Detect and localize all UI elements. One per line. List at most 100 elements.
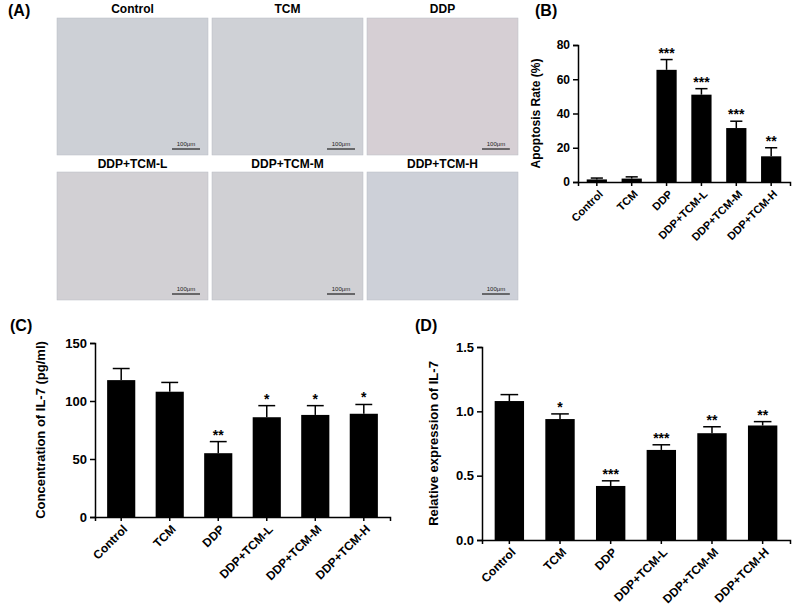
x-tick-label: DDP+TCM-H [313,522,373,582]
significance: *** [658,45,675,61]
image-tile [212,18,363,155]
x-tick-mark [596,182,598,186]
y-tick-label: 1.0 [456,404,474,419]
bar [545,419,574,540]
scale-bar [327,148,355,149]
x-tick: TCM [541,540,569,573]
x-tick-label: DDP+TCM-H [712,545,772,605]
y-axis-title: Concentration of IL-7 (pg/ml) [33,341,48,519]
bar [156,392,184,517]
y-tick: 0.0 [456,533,482,548]
significance: * [313,391,319,407]
x-tick: DDP [650,182,675,213]
micrograph: 100μm [57,18,208,155]
plot-area [495,395,778,540]
micrograph: 100μm [367,18,518,155]
image-tile [212,172,363,300]
y-tick-label: 0 [563,175,570,189]
micrograph: 100μm [212,172,363,300]
bar [350,414,378,517]
bar [748,425,777,540]
scale-bar-label: 100μm [177,141,195,147]
x-tick-label: TCM [614,188,639,213]
x-tick-mark [610,540,612,544]
error-bar-cap [626,176,638,178]
y-axis-title: Apoptosis Rate (%) [529,58,543,168]
scale-bar-label: 100μm [487,141,505,147]
x-tick-mark [770,182,772,186]
y-tick: 50 [73,452,95,467]
significance: *** [602,466,619,482]
y-tick-mark [477,411,482,413]
bar [596,486,625,540]
x-tick-label: TCM [151,522,179,550]
x-tick-label: Control [569,188,605,224]
image-tile [367,172,518,300]
error-bar-cap [501,394,519,396]
error-bar [113,369,130,381]
bar [697,433,726,540]
bar [587,179,607,182]
x-axis-line [483,541,791,545]
micrograph: 100μm [367,172,518,300]
bar [761,156,781,182]
y-axis-line [573,46,579,183]
x-tick: DDP [200,517,228,550]
error-bar [626,177,638,179]
x-tick: DDP+TCM-H [313,517,373,582]
x-tick-mark [120,517,122,521]
panel-label: (D) [415,317,437,334]
significance: * [361,389,367,405]
significance: ** [213,427,224,443]
x-axis: ControlTCMDDPDDP+TCM-LDDP+TCM-MDDP+TCM-H [569,182,791,243]
y-axis-line [477,348,483,541]
bar [495,401,524,540]
y-tick-label: 0 [80,510,87,525]
y-tick: 40 [557,107,578,121]
scale-bar [172,148,200,149]
y-axis-title: Relative expression of IL-7 [426,361,441,526]
x-tick: DDP [592,540,620,573]
error-bar-stem [363,404,365,413]
tile-label: DDP+TCM-H [407,157,478,171]
error-bar-stem [120,369,122,381]
y-tick: 0 [563,175,578,189]
significance: *** [653,430,670,446]
x-tick-label: TCM [541,545,569,573]
error-bar-stem [217,442,219,454]
y-tick-mark [477,540,482,542]
y-tick: 20 [557,141,578,155]
micrograph: 100μm [212,18,363,155]
scale-bar [482,293,510,294]
x-tick-mark [661,540,663,544]
y-tick-mark [573,182,578,184]
tile-label: DDP [430,2,455,16]
bar [656,70,676,182]
x-axis-line [96,518,391,522]
image-tile [367,18,518,155]
scale-bar-label: 100μm [487,286,505,292]
x-tick-mark [762,540,764,544]
y-tick-mark [90,343,95,345]
y-tick: 0.5 [456,468,482,483]
error-bar [258,406,275,418]
y-tick: 80 [557,38,578,52]
x-tick-label: DDP [650,188,675,213]
tile-label: DDP+TCM-L [98,157,168,171]
x-axis: ControlTCMDDPDDP+TCM-LDDP+TCM-MDDP+TCM-H [90,517,390,583]
error-bar [765,148,777,157]
y-tick: 0 [80,510,95,525]
y-axis-line [90,344,96,518]
panel-label: (C) [10,317,32,334]
x-tick-mark [559,540,561,544]
y-tick-label: 50 [73,452,87,467]
y-axis: 050100150 [65,336,95,525]
error-bar-stem [315,406,317,415]
y-tick-mark [573,45,578,47]
bar [204,453,232,517]
x-tick-label: Control [90,522,130,562]
x-tick-mark [631,182,633,186]
bar [622,179,642,182]
y-tick: 150 [65,336,95,351]
panel-label: (B) [535,2,557,19]
